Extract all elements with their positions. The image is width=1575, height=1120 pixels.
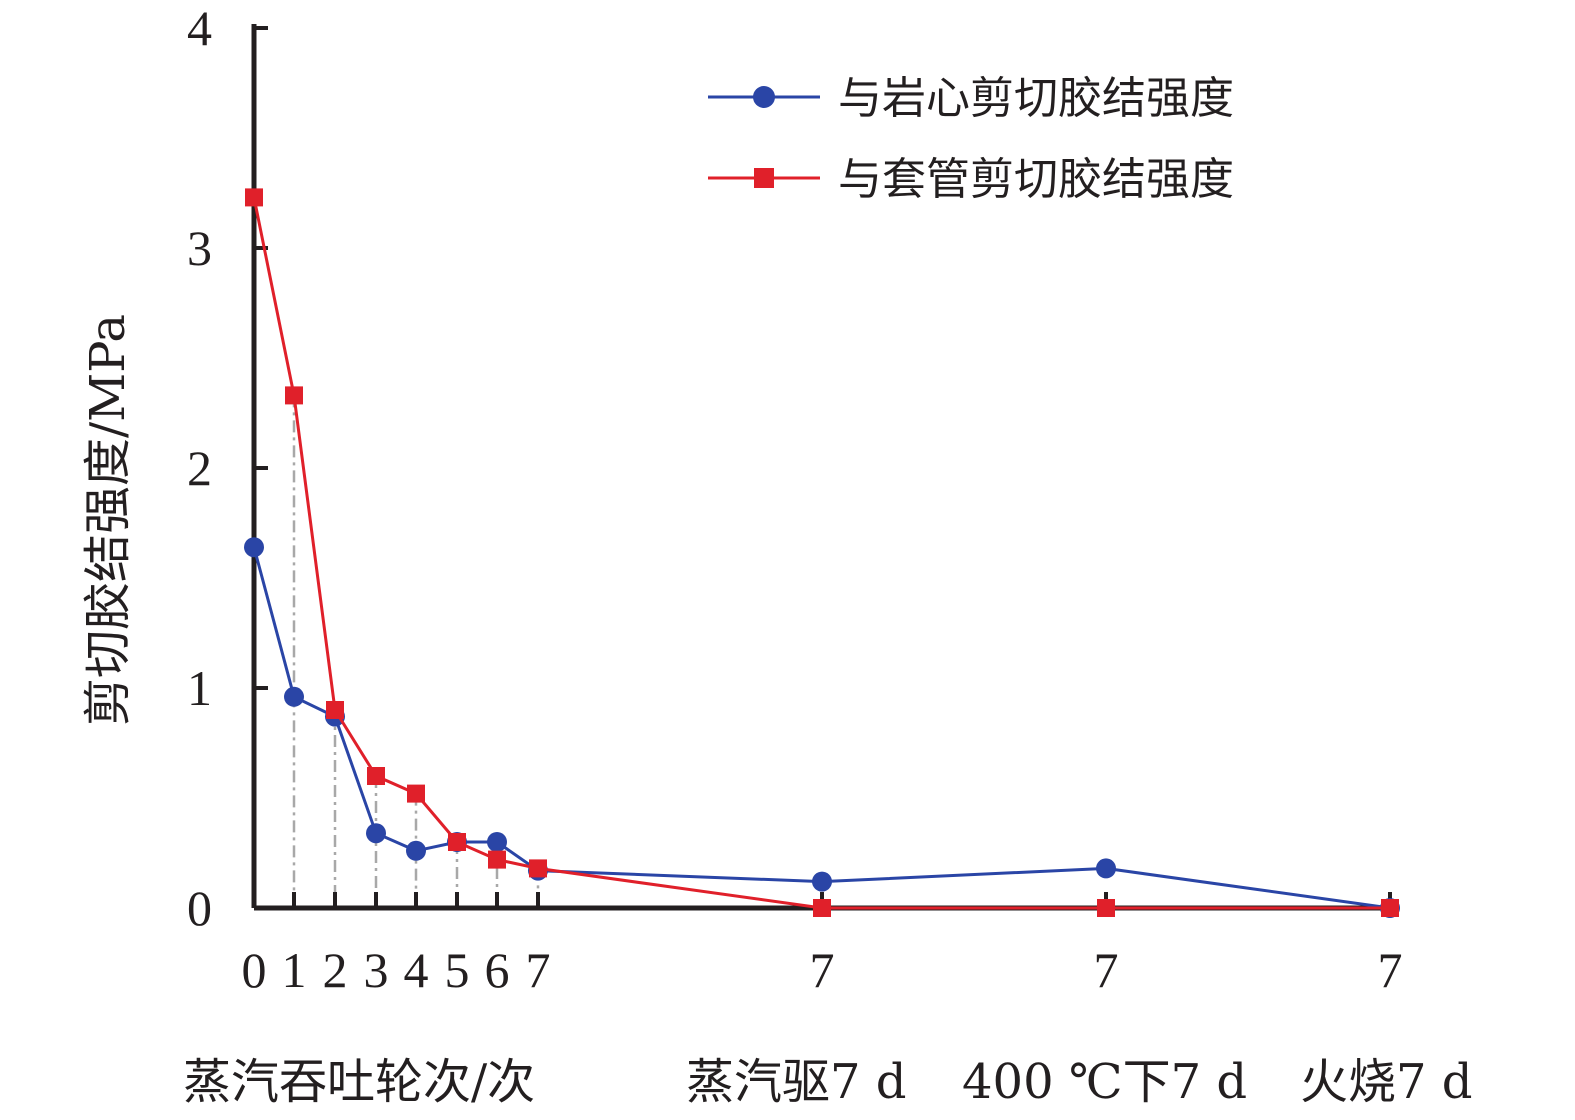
point-casing-0 xyxy=(245,188,263,207)
point-casing-10 xyxy=(1381,899,1399,917)
point-casing-6 xyxy=(488,850,506,869)
point-core-9 xyxy=(1096,858,1116,879)
y-tick-label-2: 2 xyxy=(187,440,212,496)
x-tick-label-4: 4 xyxy=(404,942,429,998)
point-casing-9 xyxy=(1097,899,1115,917)
point-core-1 xyxy=(284,686,304,707)
legend-label-core: 与岩心剪切胶结强度 xyxy=(838,73,1234,124)
x-tick-label-10: 7 xyxy=(1378,942,1403,998)
x-tick-label-9: 7 xyxy=(1094,942,1119,998)
point-casing-1 xyxy=(285,386,303,405)
point-casing-7 xyxy=(529,859,547,878)
x-group-label-steam-drive: 蒸汽驱7 d xyxy=(686,1054,907,1110)
x-group-label-400c: 400 ℃下7 d xyxy=(962,1054,1247,1110)
x-tick-label-5: 5 xyxy=(445,942,470,998)
legend: 与岩心剪切胶结强度 与套管剪切胶结强度 xyxy=(708,73,1234,205)
y-tick-labels: 0 1 2 3 4 xyxy=(187,0,212,936)
point-casing-4 xyxy=(407,784,425,803)
series-layer xyxy=(244,188,1400,918)
x-tick-label-2: 2 xyxy=(323,942,348,998)
x-tick-label-6: 6 xyxy=(485,942,510,998)
x-tick-label-7: 7 xyxy=(526,942,551,998)
drop-lines xyxy=(292,395,540,908)
legend-item-core: 与岩心剪切胶结强度 xyxy=(708,73,1234,124)
point-casing-8 xyxy=(813,899,831,917)
legend-marker-circle xyxy=(753,86,775,108)
legend-marker-square xyxy=(754,168,774,188)
legend-item-casing: 与套管剪切胶结强度 xyxy=(708,154,1234,205)
x-tick-label-0: 0 xyxy=(242,942,267,998)
x-group-label-fire: 火烧7 d xyxy=(1300,1054,1473,1110)
y-tick-label-1: 1 xyxy=(187,660,212,716)
y-tick-label-4: 4 xyxy=(187,0,212,56)
legend-label-casing: 与套管剪切胶结强度 xyxy=(838,154,1234,205)
x-tick-label-3: 3 xyxy=(364,942,389,998)
point-core-0 xyxy=(244,537,264,558)
point-core-6 xyxy=(487,832,507,852)
y-tick-label-0: 0 xyxy=(187,880,212,936)
x-group-label-huff-puff: 蒸汽吞吐轮次/次 xyxy=(183,1054,535,1110)
point-core-8 xyxy=(812,871,832,892)
x-tick-label-8: 7 xyxy=(810,942,835,998)
y-axis-title: 剪切胶结强度/MPa xyxy=(80,314,136,726)
y-tick-label-3: 3 xyxy=(187,220,212,276)
point-core-4 xyxy=(406,840,426,861)
point-casing-5 xyxy=(448,833,466,851)
point-casing-3 xyxy=(367,767,385,785)
x-tick-label-1: 1 xyxy=(282,942,307,998)
point-core-3 xyxy=(366,823,386,844)
point-casing-2 xyxy=(326,701,344,719)
